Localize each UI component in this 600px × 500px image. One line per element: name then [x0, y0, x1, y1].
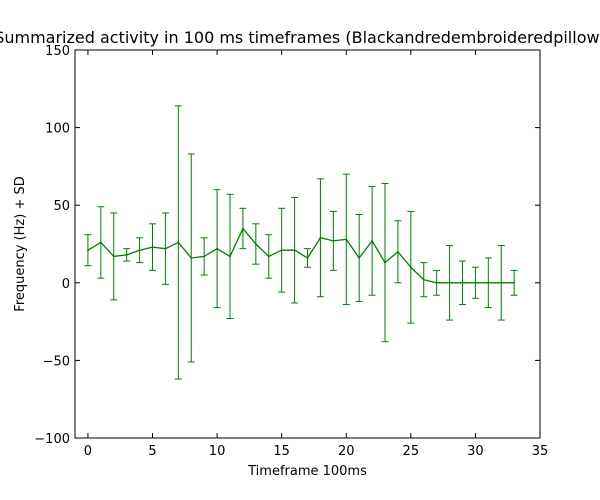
- data-point: [345, 238, 348, 241]
- data-point: [164, 247, 167, 250]
- data-point: [254, 243, 257, 245]
- data-point: [332, 239, 335, 242]
- data-point: [397, 250, 399, 253]
- data-point: [138, 249, 141, 252]
- data-point: [203, 255, 206, 258]
- y-tick-label: −50: [43, 354, 70, 369]
- data-point: [229, 255, 231, 258]
- data-point: [177, 241, 180, 244]
- plot-area: [75, 50, 540, 438]
- data-point: [371, 239, 373, 242]
- data-point: [461, 281, 464, 284]
- x-tick-label: 0: [84, 444, 92, 459]
- y-tick-label: 150: [45, 44, 70, 59]
- data-point: [306, 257, 309, 259]
- x-tick-label: 15: [273, 444, 290, 459]
- series-line: [87, 227, 515, 284]
- data-point: [99, 241, 102, 244]
- y-tick-label: 50: [53, 199, 70, 214]
- data-point: [190, 257, 193, 259]
- x-axis-label: Timeframe 100ms: [247, 464, 367, 479]
- data-point: [216, 247, 218, 250]
- data-point: [125, 253, 128, 256]
- x-tick-label: 30: [467, 444, 484, 459]
- data-point: [151, 246, 154, 249]
- data-point: [487, 281, 490, 284]
- data-point: [513, 281, 516, 284]
- data-point: [242, 227, 244, 230]
- x-tick-label: 20: [338, 444, 355, 459]
- y-tick-labels: −100 −50 0 50 100 150: [34, 44, 70, 447]
- data-point: [384, 261, 386, 264]
- data-series: [87, 227, 516, 284]
- x-tick-labels: 0 5 10 15 20 25 30 35: [84, 444, 548, 459]
- data-point: [293, 249, 296, 252]
- data-point: [87, 249, 89, 252]
- x-tick-label: 25: [403, 444, 420, 459]
- data-point: [112, 255, 115, 258]
- data-point: [267, 255, 270, 258]
- y-tick-label: −100: [34, 432, 70, 447]
- y-tick-label: 0: [62, 277, 70, 292]
- y-tick-label: 100: [45, 122, 70, 137]
- data-point: [358, 257, 361, 259]
- data-point: [500, 281, 503, 284]
- x-tick-label: 35: [532, 444, 549, 459]
- data-point: [422, 278, 425, 281]
- data-point: [319, 236, 322, 239]
- plot-frame: [74, 49, 541, 439]
- data-point: [435, 281, 438, 284]
- data-point: [409, 266, 412, 269]
- x-tick-label: 10: [209, 444, 226, 459]
- data-point: [474, 281, 477, 284]
- data-point: [448, 281, 451, 284]
- data-point: [280, 249, 283, 252]
- chart-title: Summarized activity in 100 ms timeframes…: [0, 28, 600, 47]
- y-axis-label: Frequency (Hz) + SD: [13, 176, 28, 311]
- x-tick-label: 5: [148, 444, 156, 459]
